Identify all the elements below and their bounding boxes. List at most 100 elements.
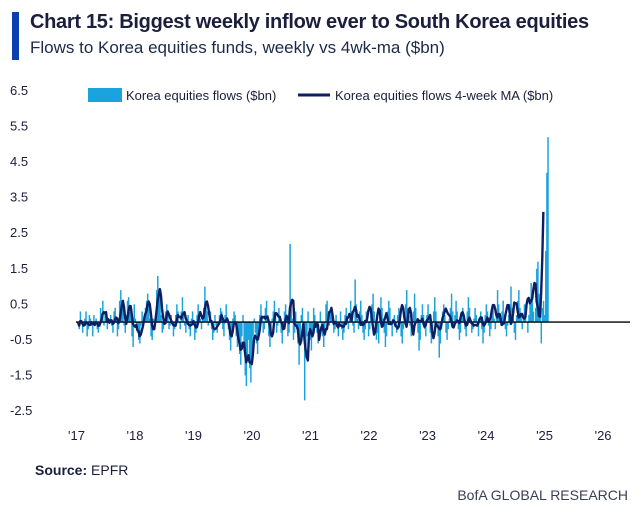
flow-bar: [393, 315, 396, 323]
flow-bar: [311, 322, 314, 333]
flow-bar: [354, 279, 356, 323]
y-tick-label: -0.5: [10, 332, 32, 347]
flow-bar: [250, 322, 252, 383]
x-tick-label: '20: [244, 428, 261, 443]
flow-bar: [215, 322, 217, 326]
flow-bar: [492, 307, 494, 323]
flow-bar: [514, 322, 517, 340]
flow-bar: [299, 322, 301, 340]
flow-bar: [368, 322, 371, 330]
flow-bar: [212, 322, 214, 340]
flow-bar: [112, 322, 114, 333]
flow-bar: [140, 322, 142, 326]
flow-bar: [272, 311, 275, 323]
flow-bar: [521, 322, 523, 330]
flow-bar: [199, 318, 202, 323]
flow-bar: [205, 300, 207, 323]
flow-bar: [482, 322, 484, 344]
x-tick-label: '22: [361, 428, 378, 443]
flow-bar: [93, 315, 95, 323]
flow-bar: [225, 304, 227, 323]
flow-bar: [445, 322, 447, 333]
flow-bar: [307, 311, 309, 323]
x-axis: '17 '18 '19 '20 '21 '22 '23 '24 '25 '26: [68, 428, 612, 443]
flow-bar: [283, 311, 286, 323]
flow-bar: [360, 300, 362, 323]
flow-bar: [181, 297, 184, 323]
flow-bar: [223, 322, 225, 337]
flow-bar: [232, 318, 234, 323]
flow-bar: [242, 315, 244, 323]
flow-bar: [345, 307, 347, 323]
flow-bar: [381, 307, 383, 323]
flow-bar: [510, 286, 512, 323]
flow-bar: [152, 318, 155, 323]
flow-bar: [349, 300, 352, 323]
flow-bar: [85, 311, 87, 323]
flow-bar: [265, 300, 268, 323]
flow-bar: [268, 322, 270, 337]
flow-bar: [262, 322, 264, 333]
flow-bar: [444, 315, 446, 323]
flow-bar: [414, 307, 417, 323]
flow-bar: [113, 311, 115, 323]
flow-bar: [361, 315, 363, 323]
flow-bar: [547, 137, 549, 323]
flow-bar: [404, 304, 407, 323]
flow-bar: [532, 311, 535, 323]
flow-bar: [130, 315, 132, 323]
flow-bar: [305, 322, 307, 358]
flow-bar: [196, 315, 198, 323]
flow-bar: [214, 315, 216, 323]
flow-bar: [189, 322, 192, 337]
flow-bar: [372, 293, 374, 323]
flow-bar: [260, 304, 262, 323]
flow-bar: [367, 322, 370, 337]
flow-bar: [218, 315, 221, 323]
legend: Korea equities flows ($bn) Korea equitie…: [88, 88, 553, 103]
y-tick-label: 5.5: [10, 119, 28, 134]
x-tick-label: '23: [419, 428, 436, 443]
flow-bar: [160, 315, 162, 323]
flow-bar: [373, 311, 375, 323]
flow-bar: [537, 261, 539, 323]
flow-bar: [247, 322, 250, 340]
flow-bar: [95, 318, 97, 323]
flow-bar: [291, 318, 294, 323]
flow-bar: [527, 322, 529, 333]
flow-bar: [122, 307, 124, 323]
flow-bar: [531, 297, 534, 323]
flow-bar: [240, 322, 242, 365]
flow-bar: [353, 322, 355, 333]
y-tick-label: 3.5: [10, 190, 28, 205]
source-note: Source: EPFR: [35, 462, 128, 478]
flow-bar: [190, 318, 193, 323]
flow-bar: [484, 315, 486, 323]
flow-bar: [467, 297, 470, 323]
flow-bar: [300, 315, 303, 323]
flow-bar: [505, 322, 508, 337]
flow-bar: [493, 318, 495, 323]
flow-bar: [86, 322, 88, 337]
flow-bar: [277, 322, 279, 326]
flow-bar: [150, 322, 152, 337]
flow-bar: [491, 315, 493, 323]
ma-line: [76, 211, 545, 366]
x-tick-label: '18: [127, 428, 144, 443]
flow-bar: [460, 315, 463, 323]
flow-bar: [292, 322, 295, 340]
flow-bar: [546, 172, 548, 323]
y-tick-label: 2.5: [10, 225, 28, 240]
x-tick-label: '19: [185, 428, 202, 443]
flow-bar: [233, 311, 235, 323]
flow-bar: [447, 322, 449, 330]
flow-bar: [158, 297, 160, 323]
flow-bar: [284, 304, 287, 323]
flow-bar: [301, 307, 304, 323]
flow-bar: [454, 315, 456, 323]
flow-bar: [432, 311, 435, 323]
flow-bar: [183, 322, 186, 326]
flow-bar: [400, 322, 402, 337]
flow-bar: [388, 300, 390, 323]
flow-bar: [308, 322, 310, 330]
